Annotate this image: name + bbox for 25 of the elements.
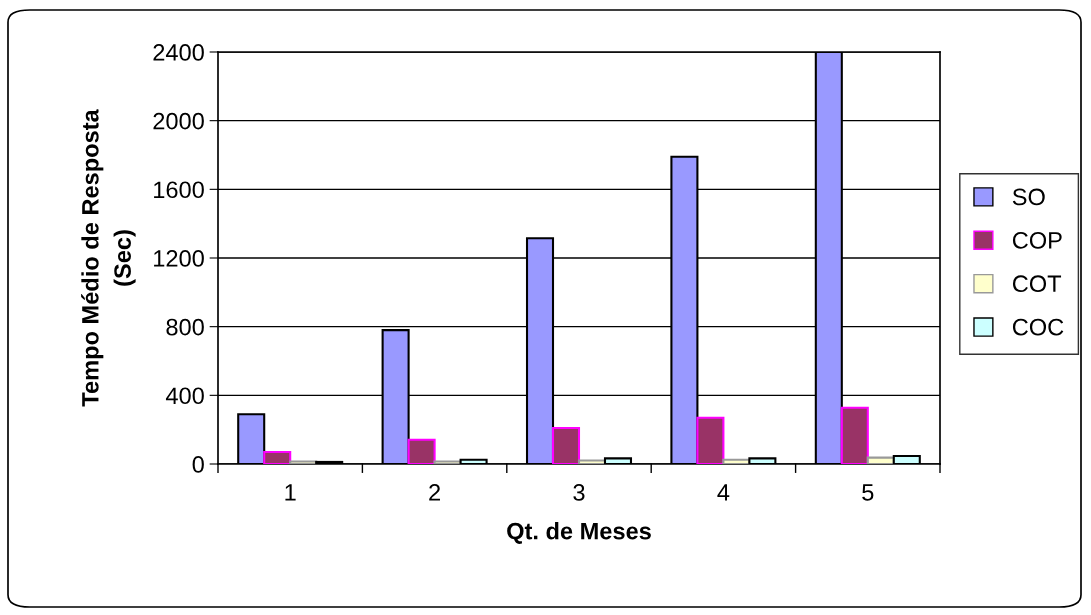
legend-label: SO [1012,188,1045,206]
y-tick-label: 1200 [154,250,204,267]
bar [289,460,318,464]
bar [407,438,436,464]
x-tick-label: 2 [429,484,440,501]
legend-label: COP [1012,231,1062,249]
legend-label: COC [1012,318,1064,336]
y-tick-label: 2400 [153,44,204,61]
x-tick-label: 5 [862,484,874,501]
legend-label: COT [1012,275,1062,293]
x-tick-label: 1 [285,484,296,501]
bar [433,460,462,464]
bar [696,416,725,464]
bar [840,406,869,464]
y-tick-label: 1600 [154,181,204,199]
y-tick-label: 800 [166,318,204,336]
bar [263,450,292,464]
x-tick-label: 4 [717,484,730,501]
y-tick-label: 2000 [153,112,204,130]
x-axis-title: Qt. de Meses [507,522,651,544]
y-axis-title: Tempo Médio de Resposta (Sec) [81,109,136,407]
bar [551,426,581,464]
x-tick-label: 3 [573,484,585,501]
y-tick-label: 0 [192,456,204,473]
y-tick-label: 400 [165,387,204,405]
